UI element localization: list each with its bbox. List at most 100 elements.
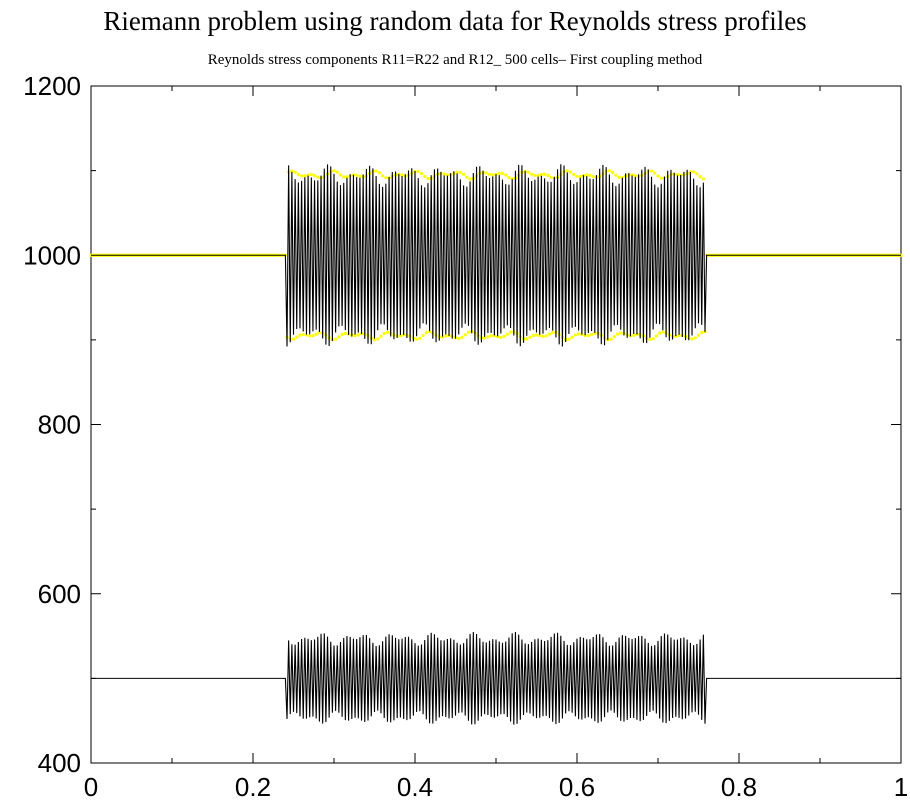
series-point — [445, 173, 449, 177]
series-point — [570, 335, 574, 339]
x-tick-label: 0.4 — [397, 772, 433, 802]
series-point — [659, 176, 663, 180]
chart-title: Riemann problem using random data for Re… — [103, 6, 807, 36]
y-tick-label: 1200 — [23, 71, 81, 101]
series-point — [507, 175, 511, 180]
series-point — [575, 174, 579, 178]
series-point — [384, 176, 388, 180]
series-point — [343, 331, 347, 335]
series-point — [692, 170, 696, 174]
y-tick-label: 1000 — [23, 240, 81, 270]
series-point — [491, 173, 495, 177]
series-point — [496, 335, 500, 339]
series-point — [633, 174, 637, 178]
series-point — [649, 169, 654, 173]
series-point — [549, 175, 553, 179]
series-point — [355, 173, 359, 177]
series-point — [607, 169, 612, 173]
series-point — [504, 173, 508, 177]
series-point — [381, 174, 385, 178]
series-point — [311, 334, 315, 338]
series-point — [497, 171, 501, 175]
series-point — [492, 334, 496, 338]
series-point — [463, 333, 467, 337]
series-point — [544, 334, 548, 338]
series-point — [502, 334, 506, 339]
x-tick-label: 0.2 — [235, 772, 271, 802]
series-point — [620, 175, 624, 180]
series-point — [658, 331, 662, 335]
series-point — [298, 333, 302, 337]
series-point — [419, 171, 424, 176]
y-tick-label: 400 — [38, 748, 81, 778]
series-line-2 — [91, 631, 901, 725]
series-point — [338, 173, 343, 177]
series-point — [525, 337, 529, 341]
series-point — [489, 334, 493, 338]
series-point — [487, 172, 492, 176]
series-point — [568, 170, 573, 174]
series-point — [462, 172, 466, 176]
series-point — [483, 336, 487, 340]
chart-subtitle: Reynolds stress components R11=R22 and R… — [207, 52, 703, 68]
series-point — [577, 332, 581, 336]
series-point — [508, 330, 513, 334]
series-point — [654, 334, 658, 338]
series-point — [290, 169, 294, 173]
series-point — [377, 171, 381, 175]
series-point — [656, 174, 660, 178]
series-point — [421, 333, 425, 338]
series-point — [426, 176, 430, 181]
series-point — [353, 334, 357, 338]
series-point — [402, 333, 406, 337]
series-point — [526, 170, 531, 174]
series-point — [293, 170, 297, 174]
series-point — [500, 171, 505, 175]
series-point — [611, 170, 615, 174]
series-line-1 — [91, 164, 901, 347]
x-tick-label: 0.6 — [559, 772, 595, 802]
series-point — [573, 333, 577, 337]
series-point — [530, 172, 534, 176]
series-point — [609, 337, 613, 341]
series-point — [586, 333, 590, 338]
series-point — [455, 170, 459, 174]
series-point — [416, 169, 420, 174]
series-point — [303, 174, 307, 178]
series-point — [337, 335, 341, 339]
series-point — [440, 335, 445, 339]
series-point — [688, 170, 693, 174]
series-point — [661, 330, 665, 334]
series-point — [551, 330, 555, 335]
series-point — [690, 337, 694, 341]
series-point — [534, 333, 539, 337]
series-point — [423, 174, 427, 179]
series-point — [418, 336, 422, 340]
series-point — [317, 331, 322, 335]
series-point — [382, 331, 386, 336]
series-point — [376, 337, 380, 341]
series-point — [486, 335, 490, 339]
series-point — [385, 330, 390, 334]
series-point — [499, 335, 503, 339]
series-point — [458, 170, 462, 174]
series-point — [648, 337, 652, 342]
series-point — [332, 169, 336, 173]
x-tick-label: 1 — [894, 772, 908, 802]
series-point — [589, 332, 594, 337]
series-point — [309, 172, 313, 177]
series-point — [675, 172, 680, 177]
series-point — [335, 170, 339, 174]
series-point — [465, 175, 469, 179]
series-point — [374, 169, 378, 173]
series-point — [632, 333, 636, 337]
series-point — [565, 169, 569, 173]
series-point — [415, 337, 419, 341]
series-point — [538, 334, 542, 338]
series-point — [308, 334, 312, 338]
series-point — [539, 172, 543, 177]
x-tick-label: 0.8 — [721, 772, 757, 802]
series-point — [698, 175, 702, 179]
series-point — [510, 177, 514, 181]
series-point — [398, 334, 403, 338]
